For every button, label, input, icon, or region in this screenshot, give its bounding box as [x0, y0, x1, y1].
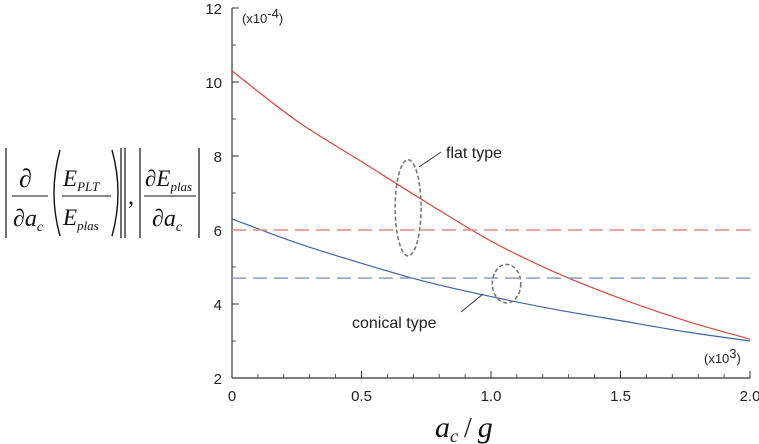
x-multiplier: (x103) [704, 346, 741, 366]
flat-type-solid-line [231, 70, 751, 340]
axes [231, 8, 750, 379]
svg-text:∂ac: ∂ac [13, 206, 44, 235]
y-multiplier: (x10-4) [242, 6, 283, 26]
flat-type-ellipse-mark [394, 158, 422, 257]
ticks [231, 7, 751, 379]
x-tick-label: 0.5 [351, 388, 372, 405]
svg-text:∂: ∂ [19, 164, 32, 193]
svg-text:,: , [128, 184, 134, 210]
x-tick-label: 2.0 [740, 388, 759, 405]
tick-labels: 0 0.5 1.0 1.5 2.0 2 4 6 8 10 12 [205, 1, 759, 405]
svg-text:∂ac: ∂ac [152, 206, 183, 235]
conical-type-ellipse-mark [491, 263, 522, 304]
y-axis-label: ∂ ∂ac EPLT Eplas , ∂Eplas ∂ac [5, 148, 200, 238]
x-tick-label: 0 [228, 388, 236, 405]
svg-text:∂Eplas: ∂Eplas [145, 166, 192, 194]
y-tick-label: 4 [214, 297, 222, 314]
conical-type-leader [460, 293, 484, 313]
annotation-flat-type: flat type [446, 145, 502, 162]
x-tick-label: 1.0 [481, 388, 502, 405]
annotation-conical-type: conical type [352, 315, 437, 332]
x-tick-label: 1.5 [610, 388, 631, 405]
svg-text:Eplas: Eplas [62, 205, 99, 233]
y-tick-label: 12 [205, 1, 222, 18]
svg-text:EPLT: EPLT [62, 166, 100, 194]
y-tick-label: 2 [214, 371, 222, 388]
conical-type-solid-line [231, 218, 751, 342]
series [231, 70, 751, 342]
x-axis-label: ac / g [435, 411, 493, 444]
flat-type-leader [418, 151, 442, 168]
y-tick-label: 6 [214, 223, 222, 240]
y-tick-label: 8 [214, 149, 222, 166]
ellipse-marks [394, 158, 522, 304]
y-tick-label: 10 [205, 75, 222, 92]
